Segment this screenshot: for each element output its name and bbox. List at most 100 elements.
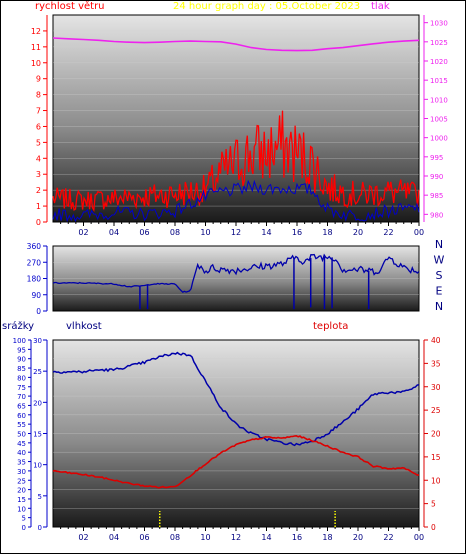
humidity-axis-label: 10 [33,462,42,470]
x-tick-label: 16 [292,533,302,542]
temperature-axis-title: teplota [313,321,348,332]
wind-axis-label: 1 [36,202,41,211]
rain-axis-label: 65 [17,402,26,410]
wind-axis-label: 7 [36,107,41,116]
temperature-axis-label: 30 [431,383,441,392]
x-tick-label: 10 [200,533,210,542]
humidity-axis-label: 20 [33,399,42,407]
x-tick-label: 12 [231,228,241,237]
humidity-series [52,351,420,447]
x-tick-label: 04 [109,533,119,542]
rain-axis-label: 85 [17,365,26,373]
wind-speed-label: rychlost větru [35,0,105,12]
x-tick-label: 02 [78,228,88,237]
rain-axis-label: 5 [22,515,26,523]
x-tick-label: 20 [353,228,363,237]
x-tick-label: 20 [353,533,363,542]
direction-axis-label: 270 [27,258,42,267]
temperature-axis-label: 15 [431,453,441,462]
rain-axis-label: 45 [17,440,26,448]
rain-axis-label: 40 [17,449,26,457]
humidity-axis-label: 0 [38,524,42,532]
x-tick-label: 18 [322,533,332,542]
temperature-axis-label: 40 [431,336,441,345]
humidity-temperature-panel: srážky vlhkost teplota05101520253035404550… [2,320,441,542]
x-tick-label: 00 [414,533,424,542]
pressure-axis-label: 1015 [430,77,448,85]
rain-axis-label: 50 [17,431,26,439]
wind-direction-series [52,253,420,294]
x-tick-label: 06 [139,228,149,237]
rain-axis-label: 0 [22,524,26,532]
wind-pressure-panel: 0123456789101112980985990995100010051010… [31,14,448,237]
pressure-axis-label: 1010 [430,96,448,104]
x-tick-label: 02 [78,533,88,542]
rain-axis-label: 70 [17,393,26,401]
wind-axis-label: 12 [31,27,41,36]
x-tick-label: 18 [322,228,332,237]
x-tick-label: 16 [292,228,302,237]
pressure-axis-label: 990 [430,173,443,181]
plot-area-wind-pressure [52,14,420,223]
rain-axis-label: 15 [17,496,26,504]
temperature-axis-label: 25 [431,406,441,415]
pressure-axis-label: 1000 [430,135,448,143]
temperature-series [52,434,420,489]
temperature-axis-label: 5 [431,500,436,509]
wind-axis-label: 3 [36,170,41,179]
humidity-axis-title: vlhkost [66,321,102,332]
pressure-label: tlak [371,1,390,12]
compass-label: S [436,269,443,282]
x-tick-label: 08 [170,228,180,237]
pressure-axis-label: 1020 [430,58,448,66]
graph-title: 24 hour graph day : 05.October 2023 [173,1,360,12]
rain-axis-label: 10 [17,505,26,513]
rain-axis-label: 100 [13,337,26,345]
compass-label: E [436,285,443,298]
x-tick-label: 10 [200,228,210,237]
wind-average-series [52,179,420,223]
wind-axis-label: 0 [36,218,41,227]
wind-axis-label: 2 [36,186,41,195]
x-tick-label: 22 [383,533,393,542]
humidity-axis-label: 30 [33,337,42,345]
temperature-axis-label: 35 [431,359,441,368]
x-tick-label: 14 [261,228,271,237]
rain-axis-label: 60 [17,412,26,420]
x-tick-label: 00 [414,228,424,237]
rain-axis-label: 75 [17,384,26,392]
direction-axis-label: 360 [27,242,42,251]
humidity-axis-label: 15 [33,431,42,439]
wind-axis-label: 8 [36,91,41,100]
temperature-axis-label: 20 [431,430,441,439]
pressure-axis-label: 1025 [430,39,448,47]
rain-axis-title: srážky [2,320,34,332]
rain-axis-label: 55 [17,421,26,429]
wind-gust-series [52,110,420,213]
wind-axis-label: 6 [36,122,41,131]
x-tick-label: 22 [383,228,393,237]
pressure-axis-label: 980 [430,211,443,219]
pressure-axis-label: 1005 [430,116,448,124]
rain-axis-label: 95 [17,346,26,354]
pressure-axis-label: 1030 [430,20,448,28]
x-tick-label: 12 [231,533,241,542]
x-tick-label: 08 [170,533,180,542]
rain-axis-label: 80 [17,374,26,382]
humidity-axis-label: 5 [38,493,42,501]
wind-axis-label: 10 [31,59,41,68]
rain-axis-label: 20 [17,487,26,495]
pressure-axis-label: 995 [430,154,443,162]
humidity-axis-label: 25 [33,368,42,376]
direction-axis-label: 90 [31,291,41,300]
pressure-axis-label: 985 [430,192,443,200]
x-tick-label: 06 [139,533,149,542]
rain-axis-label: 25 [17,477,26,485]
compass-label: N [435,238,443,251]
rain-axis-label: 30 [17,468,26,476]
rain-axis-label: 35 [17,459,26,467]
wind-axis-label: 5 [36,138,41,147]
